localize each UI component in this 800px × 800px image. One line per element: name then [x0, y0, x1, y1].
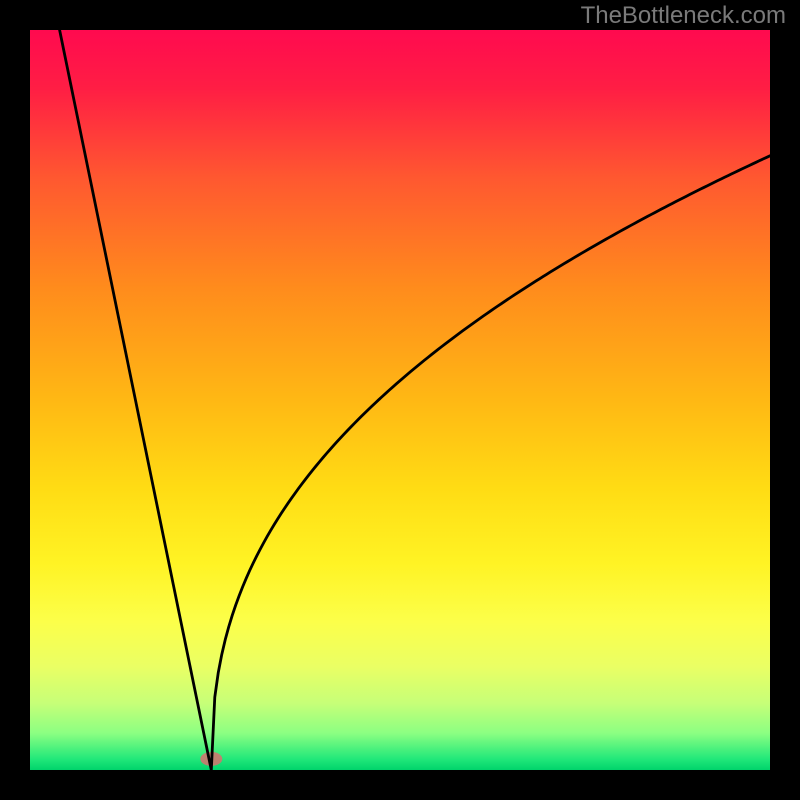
watermark-text: TheBottleneck.com — [581, 2, 786, 30]
bottleneck-chart — [0, 0, 800, 800]
plot-background — [30, 30, 770, 770]
chart-container: TheBottleneck.com — [0, 0, 800, 800]
